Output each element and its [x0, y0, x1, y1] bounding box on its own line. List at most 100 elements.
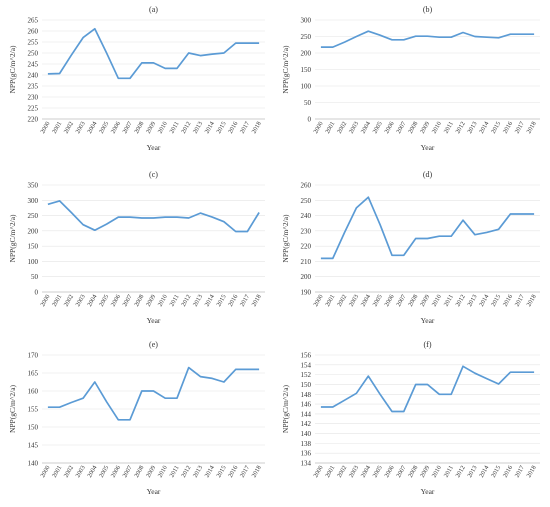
data-point	[438, 393, 440, 395]
x-tick-label: 2004	[86, 293, 99, 308]
x-tick-label: 2002	[336, 465, 348, 479]
y-tick-label: 100	[301, 83, 312, 91]
data-point	[223, 220, 225, 222]
data-point	[486, 36, 488, 38]
x-tick-label: 2000	[39, 294, 51, 308]
x-tick-label: 2013	[192, 465, 204, 479]
y-tick-label: 140	[301, 430, 312, 438]
x-tick-label: 2015	[490, 464, 502, 478]
x-axis-title: Year	[147, 143, 161, 152]
x-tick-label: 2001	[324, 465, 336, 479]
data-point	[223, 381, 225, 383]
y-tick-label: 100	[28, 258, 39, 266]
y-tick-label: 260	[301, 182, 312, 190]
x-tick-label: 2009	[419, 294, 431, 308]
x-tick-label: 2012	[180, 465, 192, 479]
y-tick-label: 150	[301, 66, 312, 74]
y-tick-label: 250	[301, 197, 312, 205]
x-tick-label: 2018	[525, 294, 537, 308]
y-axis-title: NPP(gC/m^2/a)	[8, 214, 17, 263]
y-tick-label: 148	[301, 391, 312, 399]
x-tick-label: 2011	[168, 121, 180, 135]
y-tick-label: 144	[301, 410, 312, 418]
x-tick-label: 2017	[514, 465, 526, 479]
data-point	[234, 368, 236, 370]
x-tick-label: 2016	[227, 121, 239, 135]
y-tick-label: 50	[304, 99, 312, 107]
x-tick-label: 2016	[502, 294, 514, 308]
y-tick-label: 300	[301, 17, 312, 25]
x-tick-label: 2012	[454, 121, 466, 135]
x-tick-label: 2008	[407, 121, 419, 135]
data-point	[367, 196, 369, 198]
data-point	[47, 406, 49, 408]
y-tick-label: 150	[28, 424, 39, 432]
chart-panel-3: (c) 0 50 100 150 200 250 300 350 2000 2001 2002 2003…	[8, 170, 265, 325]
data-point	[355, 392, 357, 394]
y-tick-label: 230	[28, 94, 39, 102]
x-tick-label: 2000	[312, 465, 324, 479]
y-axis-title: NPP(gC/m^2/a)	[281, 384, 290, 433]
data-point	[211, 377, 213, 379]
series-line	[47, 366, 260, 421]
data-point	[188, 52, 190, 54]
x-tick-label: 2004	[360, 293, 373, 308]
data-point	[211, 216, 213, 218]
x-tick-label: 2013	[466, 465, 478, 479]
x-tick-label: 2012	[180, 294, 192, 308]
data-point	[462, 365, 464, 367]
data-point	[152, 217, 154, 219]
y-tick-label: 250	[28, 50, 39, 58]
data-point	[188, 366, 190, 368]
x-tick-label: 2015	[215, 294, 227, 308]
x-tick-label: 2008	[407, 294, 419, 308]
y-tick-label: 200	[301, 50, 312, 58]
x-tick-label: 2016	[227, 465, 239, 479]
data-point	[258, 368, 260, 370]
data-point	[403, 254, 405, 256]
y-tick-label: 300	[28, 197, 39, 205]
data-point	[426, 383, 428, 385]
panel-title: (e)	[149, 340, 158, 349]
data-point	[474, 233, 476, 235]
x-tick-label: 2017	[239, 120, 251, 134]
series-line	[47, 27, 260, 80]
data-point	[438, 235, 440, 237]
y-tick-label: 145	[28, 442, 39, 450]
chart-panel-5: (e) 140 145 150 155 160 165 170 2000 2001 2002 2003…	[8, 340, 265, 496]
y-tick-label: 230	[301, 227, 312, 235]
data-point	[450, 393, 452, 395]
x-tick-label: 2001	[51, 294, 63, 308]
data-point	[438, 36, 440, 38]
data-point	[332, 46, 334, 48]
y-tick-label: 225	[28, 105, 39, 113]
x-tick-label: 2009	[419, 121, 431, 135]
x-tick-label: 2002	[336, 121, 348, 135]
data-point	[199, 212, 201, 214]
data-point	[450, 235, 452, 237]
y-axis-title: NPP(gC/m^2/a)	[281, 214, 290, 263]
data-point	[94, 381, 96, 383]
x-tick-label: 2018	[525, 121, 537, 135]
data-point	[462, 219, 464, 221]
data-point	[129, 216, 131, 218]
x-tick-label: 2010	[157, 121, 169, 135]
data-point	[320, 257, 322, 259]
data-point	[199, 54, 201, 56]
x-tick-label: 2015	[215, 465, 227, 479]
y-tick-label: 210	[301, 258, 312, 266]
y-tick-label: 240	[301, 212, 312, 220]
data-point	[332, 406, 334, 408]
data-point	[426, 35, 428, 37]
x-tick-label: 2011	[443, 465, 455, 479]
data-point	[152, 62, 154, 64]
x-tick-label: 2009	[145, 294, 157, 308]
data-point	[486, 231, 488, 233]
x-tick-label: 2011	[443, 121, 455, 135]
data-point	[367, 30, 369, 32]
data-point	[332, 257, 334, 259]
